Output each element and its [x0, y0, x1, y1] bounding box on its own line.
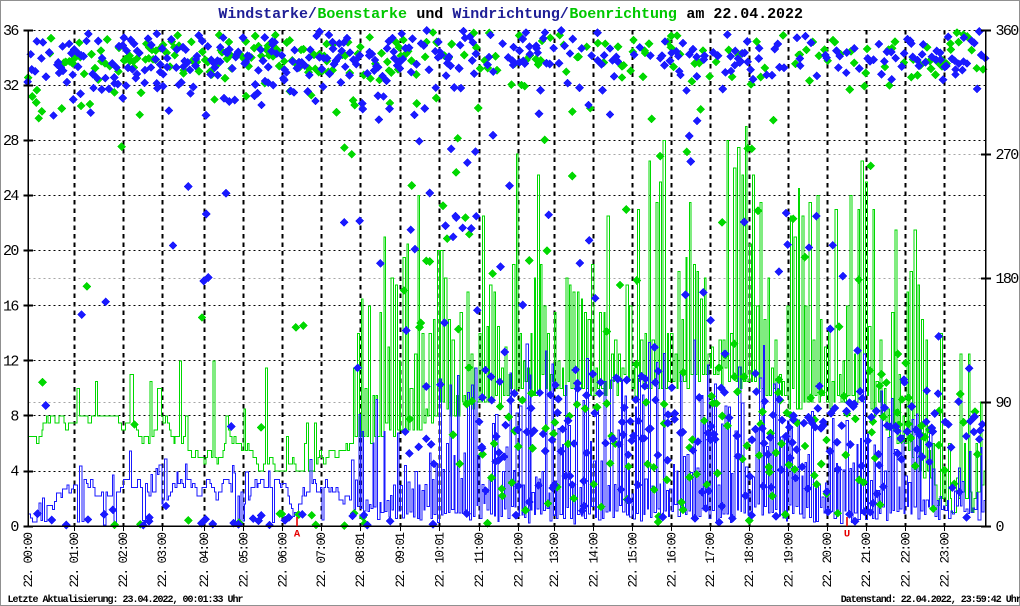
svg-text:am: am [686, 6, 704, 23]
svg-text:0: 0 [996, 519, 1005, 536]
svg-text:36: 36 [3, 23, 19, 40]
svg-text:22. 14:00: 22. 14:00 [587, 532, 601, 587]
svg-text:22. 02:00: 22. 02:00 [117, 532, 131, 587]
svg-text:22. 06:00: 22. 06:00 [276, 532, 290, 587]
svg-text:A: A [294, 529, 301, 541]
svg-text:22. 15:00: 22. 15:00 [626, 532, 640, 587]
svg-text:22. 08:01: 22. 08:01 [354, 532, 368, 587]
svg-text:Boenstarke: Boenstarke [317, 6, 407, 23]
svg-text:0: 0 [10, 519, 19, 536]
svg-text:Datenstand: 22.04.2022, 23:59:: Datenstand: 22.04.2022, 23:59:42 Uhr [841, 594, 1020, 606]
svg-text:22. 16:00: 22. 16:00 [665, 532, 679, 587]
svg-text:22. 11:00: 22. 11:00 [473, 532, 487, 587]
svg-text:22.04.2022: 22.04.2022 [713, 6, 803, 23]
svg-text:16: 16 [3, 298, 19, 315]
svg-text:22. 07:00: 22. 07:00 [315, 532, 329, 587]
svg-text:und: und [416, 6, 443, 23]
svg-text:20: 20 [3, 243, 19, 260]
svg-text:32: 32 [3, 78, 18, 95]
svg-text:180: 180 [996, 271, 1020, 288]
svg-text:90: 90 [996, 395, 1012, 412]
svg-text:8: 8 [10, 409, 19, 426]
svg-text:4: 4 [10, 464, 19, 481]
svg-text:Windstarke/: Windstarke/ [218, 6, 317, 23]
svg-text:22. 03:00: 22. 03:00 [156, 532, 170, 587]
svg-text:22. 01:00: 22. 01:00 [68, 532, 82, 587]
svg-text:U: U [844, 529, 850, 541]
svg-text:22. 22:00: 22. 22:00 [899, 532, 913, 587]
svg-text:270: 270 [996, 147, 1020, 164]
svg-text:22. 04:00: 22. 04:00 [198, 532, 212, 587]
svg-text:22. 09:01: 22. 09:01 [394, 532, 408, 587]
svg-text:Boenrichtung: Boenrichtung [569, 6, 676, 23]
svg-text:22. 00:00: 22. 00:00 [22, 532, 36, 587]
svg-text:22. 17:00: 22. 17:00 [704, 532, 718, 587]
svg-text:Letzte Aktualisierung: 23.04.2: Letzte Aktualisierung: 23.04.2022, 00:01… [8, 594, 244, 606]
svg-text:22. 18:00: 22. 18:00 [743, 532, 757, 587]
svg-text:22. 21:00: 22. 21:00 [860, 532, 874, 587]
svg-text:360: 360 [996, 23, 1020, 40]
svg-text:28: 28 [3, 133, 19, 150]
svg-text:22. 23:00: 22. 23:00 [938, 532, 952, 587]
svg-text:22. 13:00: 22. 13:00 [548, 532, 562, 587]
svg-text:22. 10:01: 22. 10:01 [434, 532, 448, 587]
svg-text:12: 12 [3, 354, 18, 371]
svg-text:22. 05:00: 22. 05:00 [237, 532, 251, 587]
svg-text:22. 12:00: 22. 12:00 [512, 532, 526, 587]
svg-text:22. 20:00: 22. 20:00 [821, 532, 835, 587]
svg-text:24: 24 [3, 188, 19, 205]
svg-text:22. 19:00: 22. 19:00 [782, 532, 796, 587]
svg-text:Windrichtung/: Windrichtung/ [452, 6, 568, 23]
